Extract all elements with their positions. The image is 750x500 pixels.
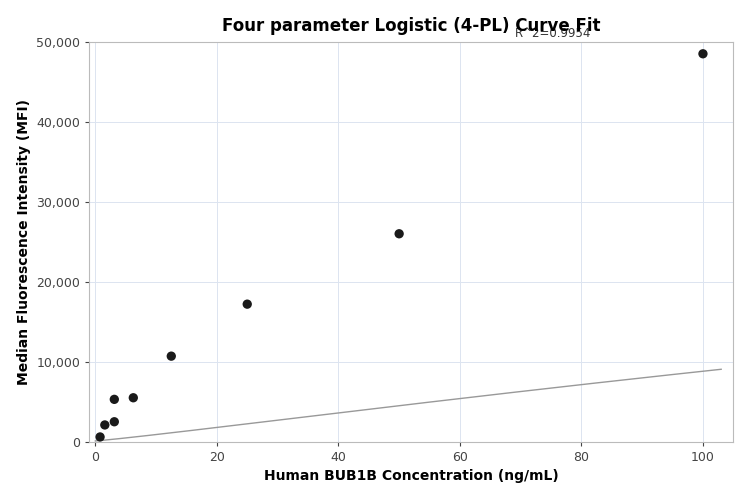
Point (697, 50, 709, 58)
Point (94, 433, 106, 441)
Point (108, 418, 120, 426)
Point (242, 300, 254, 308)
Point (393, 230, 405, 238)
Point (165, 352, 177, 360)
Point (99, 421, 111, 429)
Point (108, 396, 120, 404)
Title: Four parameter Logistic (4-PL) Curve Fit: Four parameter Logistic (4-PL) Curve Fit (222, 16, 601, 34)
Point (128, 394, 140, 402)
Y-axis label: Median Fluorescence Intensity (MFI): Median Fluorescence Intensity (MFI) (16, 99, 31, 385)
X-axis label: Human BUB1B Concentration (ng/mL): Human BUB1B Concentration (ng/mL) (264, 470, 559, 484)
Text: R^2=0.9954: R^2=0.9954 (514, 27, 591, 40)
